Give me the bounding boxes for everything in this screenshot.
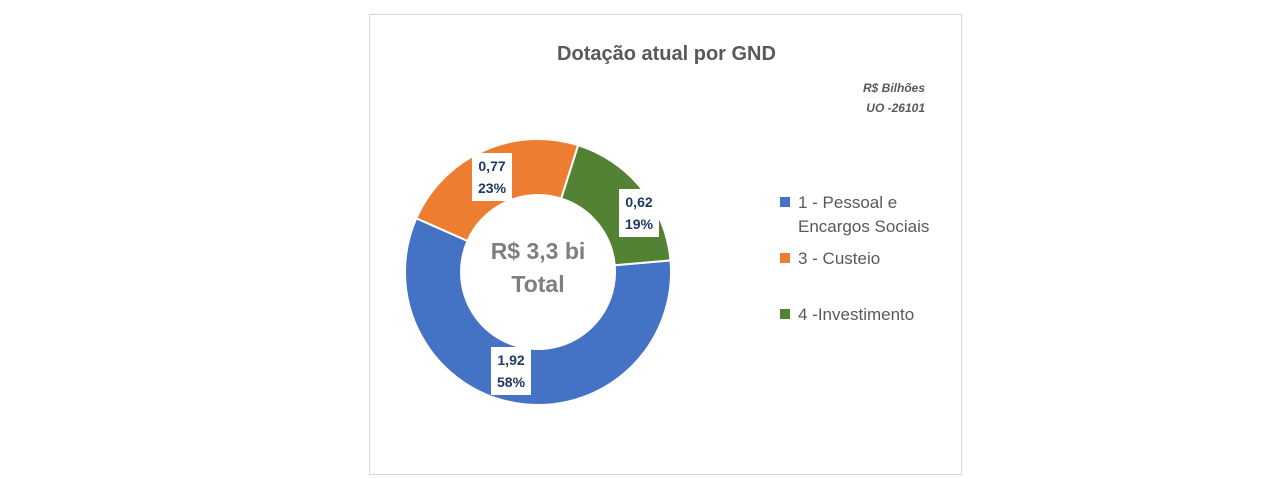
legend-label: 1 - Pessoal e Encargos Sociais [798, 193, 930, 236]
legend-item-3: 4 -Investimento [780, 303, 958, 327]
unit-note-uo: UO -26101 [866, 101, 925, 115]
legend-swatch [780, 253, 790, 263]
data-label-percent: 23% [478, 180, 507, 196]
data-label-1: 1,92 58% [491, 347, 532, 395]
data-label-3: 0,62 19% [619, 189, 660, 237]
data-label-value: 1,92 [497, 352, 525, 368]
legend-item-2: 3 - Custeio [780, 247, 958, 271]
chart-frame: Dotação atual por GND R$ Bilhões UO -261… [369, 14, 962, 475]
data-label-value: 0,77 [478, 158, 506, 174]
legend-label: 3 - Custeio [798, 249, 881, 268]
donut-slice-1 [404, 216, 672, 406]
center-total-value: R$ 3,3 bi [490, 238, 586, 264]
legend-item-1: 1 - Pessoal e Encargos Sociais [780, 191, 958, 239]
legend-swatch [780, 309, 790, 319]
unit-note-currency: R$ Bilhões [862, 81, 925, 95]
center-total-caption: Total [511, 271, 565, 297]
data-label-value: 0,62 [625, 194, 653, 210]
legend-label: 4 -Investimento [798, 305, 915, 324]
donut-center-label: R$ 3,3 bi Total [458, 235, 618, 301]
chart-title: Dotação atual por GND [557, 43, 776, 65]
data-label-2: 0,77 23% [472, 153, 513, 201]
data-label-percent: 19% [625, 216, 654, 232]
data-label-percent: 58% [497, 374, 526, 390]
legend-swatch [780, 197, 790, 207]
